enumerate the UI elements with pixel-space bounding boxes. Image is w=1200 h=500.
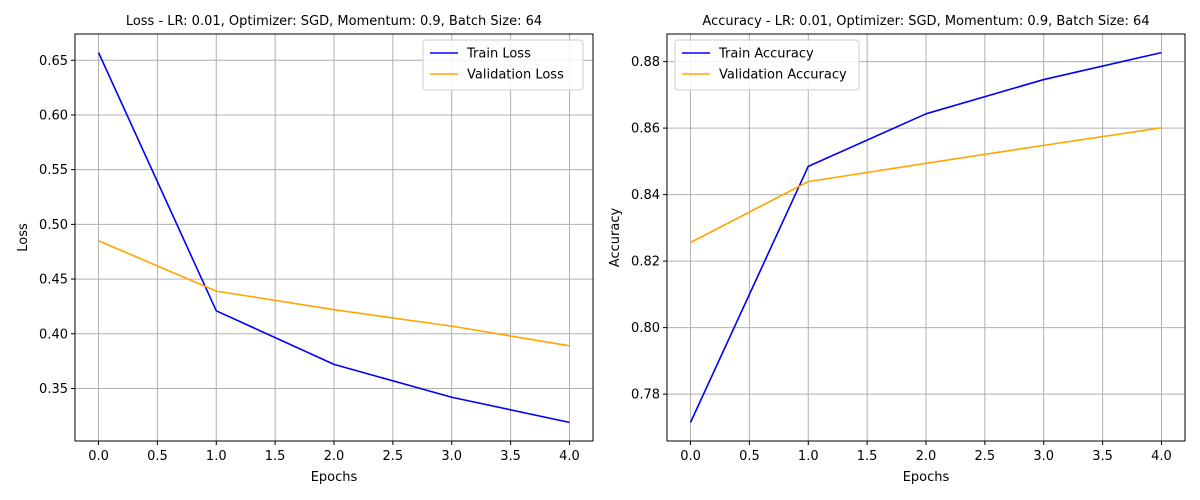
train-accuracy-line: [689, 51, 1162, 423]
accuracy-chart: 0.0 0.5 1.0 1.5 2.0 2.5 3.0 3.5 4.0 0.78 0.80 0.82 0…: [608, 14, 1186, 485]
y-tick-label: 0.65: [39, 54, 68, 69]
x-tick-label: 0.0: [680, 449, 701, 464]
y-tick-label: 0.35: [39, 382, 68, 397]
legend-label-validation-loss: Validation Loss: [467, 68, 564, 83]
legend-label-train-loss: Train Loss: [466, 47, 531, 62]
y-tick-label: 0.82: [631, 255, 660, 270]
y-axis-label: Loss: [16, 223, 31, 252]
x-axis-label: Epochs: [903, 470, 950, 485]
legend-label-train-accuracy: Train Accuracy: [718, 47, 814, 62]
x-tick-label: 4.0: [559, 449, 580, 464]
y-tick-label: 0.86: [631, 122, 660, 137]
loss-chart: 0.0 0.5 1.0 1.5 2.0 2.5 3.0 3.5 4.0 0.35 0.40 0.45 0…: [16, 14, 594, 485]
x-tick-label: 2.0: [324, 449, 345, 464]
legend: Train Accuracy Validation Accuracy: [674, 39, 860, 91]
y-tick-label: 0.55: [39, 163, 68, 178]
train-loss-line: [97, 52, 570, 424]
y-tick-label: 0.88: [631, 55, 660, 70]
x-tick-label: 2.5: [975, 449, 996, 464]
legend-box: [422, 39, 584, 91]
validation-loss-line: [98, 240, 570, 347]
x-tick-label: 1.0: [798, 449, 819, 464]
x-tick-label: 3.0: [441, 449, 462, 464]
y-tick-label: 0.40: [39, 327, 68, 342]
y-tick-label: 0.78: [631, 388, 660, 403]
legend-box: [674, 39, 860, 91]
x-tick-label: 1.0: [206, 449, 227, 464]
validation-accuracy-line: [690, 126, 1162, 244]
x-tick-label: 1.5: [265, 449, 286, 464]
x-tick-label: 3.5: [1092, 449, 1113, 464]
x-tick-label: 2.5: [383, 449, 404, 464]
x-tick-label: 3.5: [500, 449, 521, 464]
legend-label-validation-accuracy: Validation Accuracy: [719, 68, 847, 83]
x-tick-label: 2.0: [916, 449, 937, 464]
chart-title: Loss - LR: 0.01, Optimizer: SGD, Momentu…: [126, 14, 542, 29]
x-tick-label: 0.0: [88, 449, 109, 464]
y-tick-label: 0.50: [39, 218, 68, 233]
y-tick-label: 0.80: [631, 321, 660, 336]
x-tick-label: 1.5: [857, 449, 878, 464]
legend: Train Loss Validation Loss: [422, 39, 584, 91]
x-tick-label: 0.5: [147, 449, 168, 464]
x-axis-label: Epochs: [311, 470, 358, 485]
x-tick-label: 4.0: [1151, 449, 1172, 464]
y-tick-label: 0.45: [39, 273, 68, 288]
x-tick-label: 3.0: [1033, 449, 1054, 464]
chart-title: Accuracy - LR: 0.01, Optimizer: SGD, Mom…: [702, 14, 1149, 29]
y-tick-label: 0.84: [631, 188, 660, 203]
y-tick-label: 0.60: [39, 108, 68, 123]
x-tick-label: 0.5: [739, 449, 760, 464]
y-axis-label: Accuracy: [608, 208, 623, 268]
